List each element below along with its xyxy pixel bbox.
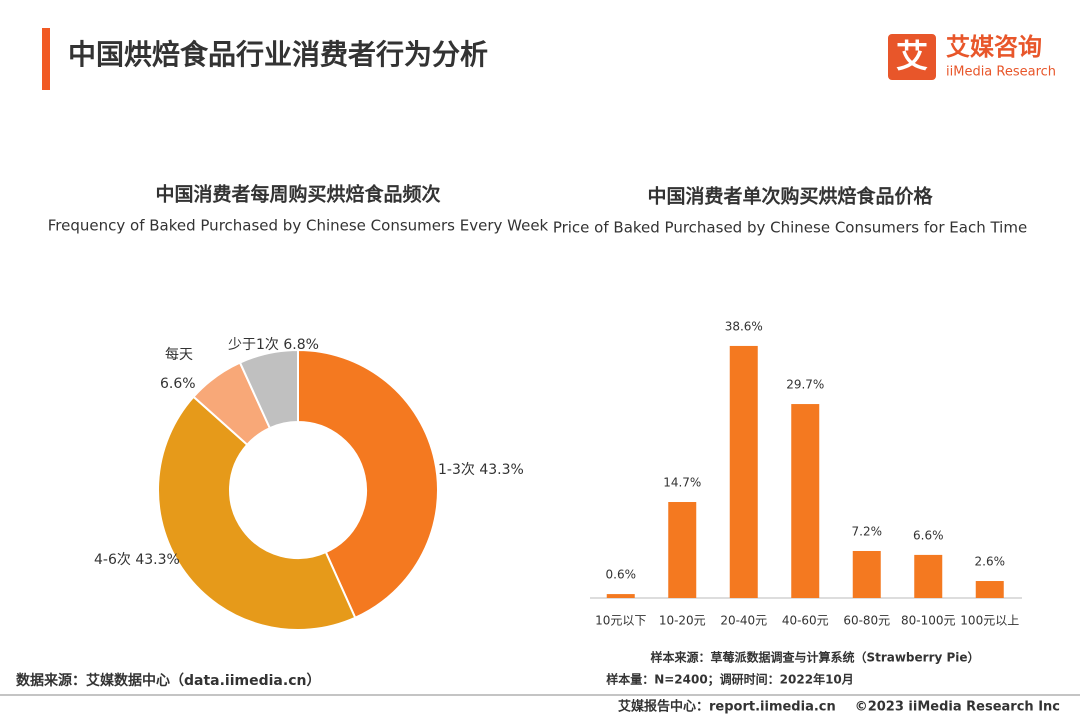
category-label: 4-6次 [94, 552, 131, 568]
logo-name: 艾媒咨询 [946, 33, 1042, 61]
footer-copyright: ©2023 iiMedia Research Inc [855, 700, 1060, 715]
donut-slice [297, 348, 439, 620]
slice-label: 少于1次 6.8% [228, 337, 319, 353]
logo-box [888, 34, 936, 80]
category-label: 少于1次 [228, 337, 279, 353]
bar [668, 502, 697, 598]
donut-slice [238, 348, 299, 430]
value-label: 0.6% [606, 568, 637, 582]
category-label: 1-3次 [438, 462, 475, 478]
x-tick-label: 10-20元 [659, 614, 706, 628]
value-label: 2.6% [975, 555, 1006, 569]
bar [791, 404, 820, 598]
donut-slice [157, 395, 357, 631]
slice-label: 每天 [165, 347, 193, 363]
value-label: 6.8% [283, 337, 319, 353]
chart-title: 中国消费者单次购买烘焙食品价格 [647, 185, 933, 208]
x-tick-label: 40-60元 [782, 614, 829, 628]
slice-label: 4-6次 43.3% [94, 552, 180, 568]
x-tick-label: 10元以下 [595, 614, 646, 628]
chart-subtitle: Frequency of Baked Purchased by Chinese … [48, 217, 549, 235]
bar [729, 345, 758, 598]
value-label: 7.2% [852, 524, 883, 538]
chart-title: 中国消费者每周购买烘焙食品频次 [155, 183, 440, 206]
value-label: 43.3% [479, 462, 523, 478]
value-label: 6.6% [160, 376, 196, 392]
bar [852, 550, 881, 598]
chart-subtitle: Price of Baked Purchased by Chinese Cons… [553, 219, 1027, 237]
note: 样本量：N=2400；调研时间：2022年10月 [606, 672, 854, 687]
slice-label: 1-3次 43.3% [438, 462, 524, 478]
bar [914, 554, 943, 598]
value-label: 6.6% [913, 528, 944, 542]
note: 样本来源：草莓派数据调查与计算系统（Strawberry Pie） [650, 650, 979, 665]
title-accent [42, 28, 50, 90]
logo-mark: 艾 [896, 37, 928, 75]
source: 数据来源：艾媒数据中心（data.iimedia.cn） [16, 672, 320, 689]
page-title: 中国烘焙食品行业消费者行为分析 [68, 38, 488, 71]
value-label: 38.6% [725, 319, 763, 333]
x-tick-label: 20-40元 [720, 614, 767, 628]
bar [606, 594, 635, 598]
logo-sub: iiMedia Research [946, 65, 1056, 80]
bar [975, 581, 1004, 598]
x-tick-label: 80-100元 [901, 614, 956, 628]
x-tick-label: 100元以上 [960, 614, 1019, 628]
value-label: 29.7% [786, 378, 824, 392]
footer-report: 艾媒报告中心：report.iimedia.cn [618, 699, 836, 715]
value-label: 14.7% [663, 476, 701, 490]
value-label: 43.3% [135, 552, 179, 568]
category-label: 每天 [165, 347, 193, 363]
x-tick-label: 60-80元 [843, 614, 890, 628]
